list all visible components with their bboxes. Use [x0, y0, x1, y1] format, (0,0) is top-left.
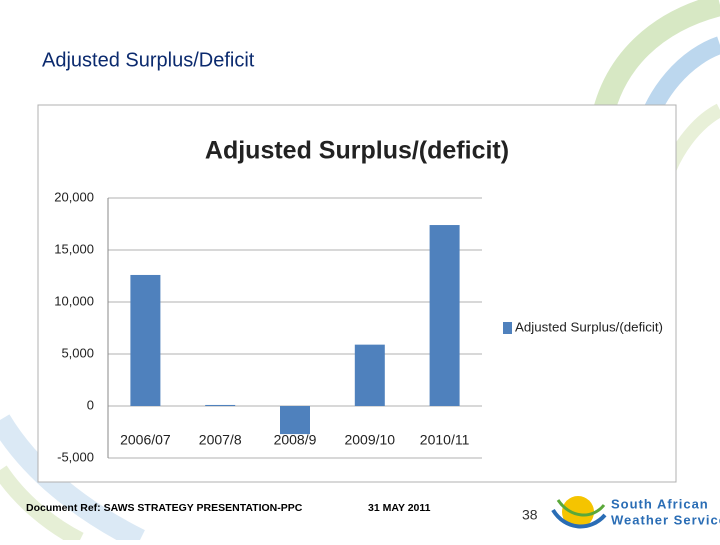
chart-title: Adjusted Surplus/(deficit) — [205, 137, 509, 165]
bar — [130, 274, 161, 406]
y-tick-label: 0 — [87, 397, 94, 412]
x-tick-label: 2010/11 — [420, 432, 470, 448]
logo-text: Weather Service — [611, 512, 720, 527]
footer-date: 31 MAY 2011 — [368, 502, 431, 514]
bar — [280, 406, 310, 435]
y-tick-label: -5,000 — [57, 449, 94, 464]
page-number: 38 — [522, 507, 538, 523]
legend-swatch — [503, 322, 512, 334]
y-tick-label: 5,000 — [61, 345, 94, 360]
y-tick-label: 20,000 — [54, 189, 94, 204]
bar — [429, 225, 460, 406]
logo: South African Weather Service — [551, 496, 720, 529]
bar — [205, 404, 236, 406]
y-tick-label: 15,000 — [54, 241, 94, 256]
x-tick-label: 2006/07 — [120, 432, 171, 448]
x-tick-label: 2007/8 — [199, 432, 242, 448]
bar — [354, 344, 385, 406]
footer-ref: Document Ref: SAWS STRATEGY PRESENTATION… — [26, 502, 303, 514]
slide-title: Adjusted Surplus/Deficit — [42, 49, 255, 71]
x-tick-label: 2008/9 — [274, 432, 317, 448]
y-tick-label: 10,000 — [54, 293, 94, 308]
x-tick-label: 2009/10 — [344, 432, 395, 448]
logo-text: South African — [611, 496, 709, 511]
legend-label: Adjusted Surplus/(deficit) — [515, 319, 663, 334]
